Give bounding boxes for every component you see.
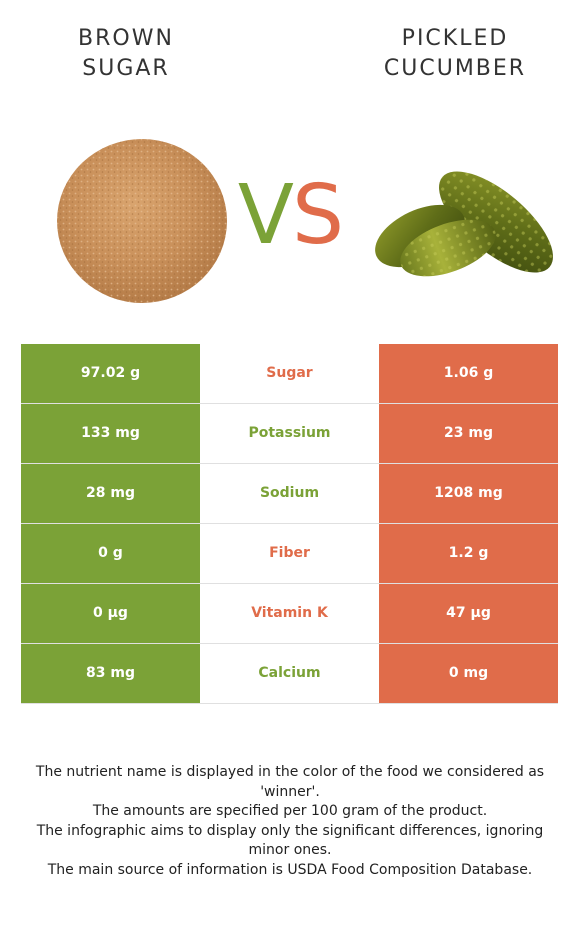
right-value: 1.2 g [379, 524, 558, 583]
vs-letter-s: S [292, 168, 344, 263]
right-value: 1208 mg [379, 464, 558, 523]
left-value: 97.02 g [21, 344, 200, 403]
nutrient-name: Sodium [200, 464, 379, 523]
row-divider [21, 403, 558, 404]
vs-letter-v: V [237, 168, 294, 263]
brown-sugar-image [57, 139, 227, 303]
table-row: 83 mg Calcium 0 mg [21, 644, 558, 704]
vs-label: VS [226, 166, 354, 266]
table-row: 0 µg Vitamin K 47 µg [21, 584, 558, 644]
nutrient-name: Vitamin K [200, 584, 379, 643]
left-value: 0 g [21, 524, 200, 583]
nutrient-name: Calcium [200, 644, 379, 703]
row-divider [21, 583, 558, 584]
left-value: 133 mg [21, 404, 200, 463]
right-value: 23 mg [379, 404, 558, 463]
right-food-title: PICKLED CUCUMBER [360, 24, 550, 84]
table-row: 97.02 g Sugar 1.06 g [21, 344, 558, 404]
comparison-table: 97.02 g Sugar 1.06 g 133 mg Potassium 23… [21, 344, 558, 704]
pickled-cucumber-image [375, 171, 553, 277]
table-row: 133 mg Potassium 23 mg [21, 404, 558, 464]
right-food-title-line-2: CUCUMBER [383, 56, 527, 81]
footnote-significant-differences: The infographic aims to display only the… [36, 822, 544, 859]
nutrient-name: Fiber [200, 524, 379, 583]
left-food-title-line-2: SUGAR [82, 56, 170, 81]
row-divider [21, 463, 558, 464]
left-value: 28 mg [21, 464, 200, 523]
right-value: 47 µg [379, 584, 558, 643]
table-row: 0 g Fiber 1.2 g [21, 524, 558, 584]
row-divider [21, 703, 558, 704]
nutrient-name: Sugar [200, 344, 379, 403]
right-food-title-line-1: PICKLED [401, 26, 509, 51]
table-row: 28 mg Sodium 1208 mg [21, 464, 558, 524]
right-value: 0 mg [379, 644, 558, 703]
right-value: 1.06 g [379, 344, 558, 403]
footnote-winner-color: The nutrient name is displayed in the co… [35, 764, 545, 800]
footnote-data-source: The main source of information is USDA F… [47, 861, 533, 878]
row-divider [21, 523, 558, 524]
left-value: 83 mg [21, 644, 200, 703]
footnotes: The nutrient name is displayed in the co… [20, 763, 560, 880]
left-food-title-line-1: BROWN [78, 26, 174, 51]
footnote-per-100g: The amounts are specified per 100 gram o… [92, 803, 488, 819]
left-food-title: BROWN SUGAR [31, 24, 221, 84]
nutrient-name: Potassium [200, 404, 379, 463]
left-value: 0 µg [21, 584, 200, 643]
row-divider [21, 643, 558, 644]
